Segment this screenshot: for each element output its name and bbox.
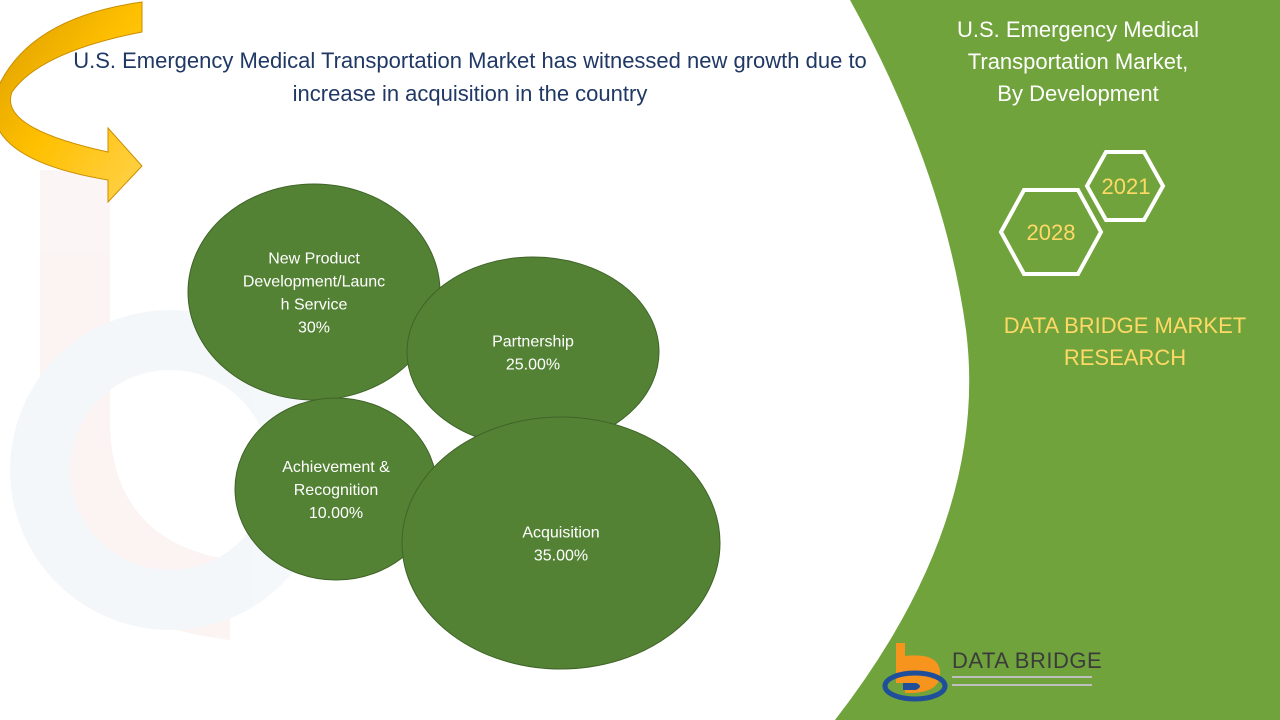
- bubble-value-achievement-recognition: 10.00%: [309, 505, 363, 522]
- hex-badge-2021: 2021: [1102, 174, 1151, 199]
- hexagon-badges: 2021 2028: [998, 150, 1166, 276]
- hexagon-2021-outline: [1084, 150, 1166, 222]
- bubble-label-new-product-development-launc-h-service: Development/Launc: [243, 274, 385, 291]
- bubble-label-new-product-development-launc-h-service: New Product: [268, 251, 360, 268]
- brand-text: DATA BRIDGE MARKET RESEARCH: [975, 310, 1275, 374]
- bubble-label-achievement-recognition: Achievement &: [282, 459, 390, 476]
- bubble-value-partnership: 25.00%: [506, 357, 560, 374]
- hexagon-2028-outline: [998, 188, 1104, 276]
- bubble-label-new-product-development-launc-h-service: h Service: [281, 297, 348, 314]
- bubble-chart: New Product Development/Launc h Service 30%…: [187, 183, 721, 670]
- logo-mark-icon: [882, 643, 948, 702]
- bubble-label-acquisition: Acquisition: [522, 525, 599, 542]
- headline: U.S. Emergency Medical Transportation Ma…: [73, 48, 867, 106]
- hex-badge-2028: 2028: [1027, 220, 1076, 245]
- brand-line-1: DATA BRIDGE MARKET: [1003, 313, 1247, 338]
- bubble-label-partnership: Partnership: [492, 334, 574, 351]
- side-title-line-1: U.S. Emergency Medical: [956, 17, 1200, 42]
- bubble-value-new-product-development-launc-h-service: 30%: [298, 320, 330, 337]
- curved-arrow-icon: [0, 1, 143, 204]
- logo-underline: [952, 676, 1092, 686]
- bubble-acquisition: [401, 416, 721, 670]
- side-title-line-3: By Development: [997, 81, 1159, 106]
- side-title-line-2: Transportation Market,: [967, 49, 1189, 74]
- side-panel-shape: [835, 0, 1280, 720]
- bubble-label-achievement-recognition: Recognition: [294, 482, 379, 499]
- bubble-new-product-development-launc-h-service: [187, 183, 441, 401]
- brand-line-2: RESEARCH: [1063, 345, 1187, 370]
- side-panel-title: U.S. Emergency Medical Transportation Ma…: [928, 14, 1228, 110]
- logo-text: DATA BRIDGE: [952, 648, 1103, 673]
- bubble-value-acquisition: 35.00%: [534, 548, 588, 565]
